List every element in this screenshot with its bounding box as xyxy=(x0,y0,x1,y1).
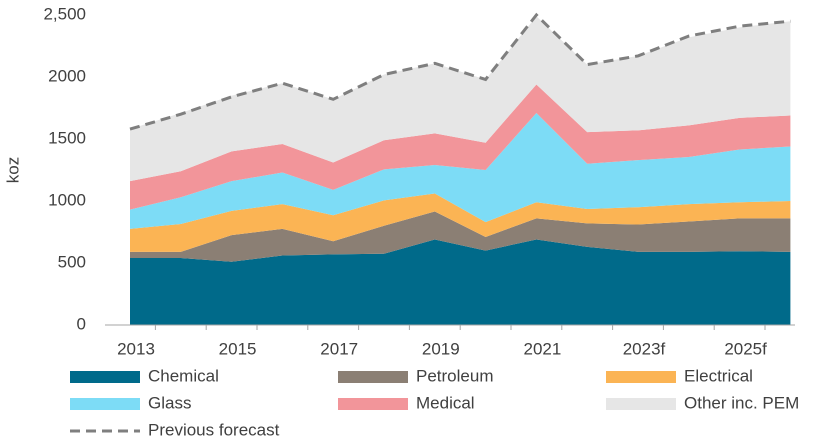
y-tick-label: 0 xyxy=(77,314,86,333)
legend-swatch xyxy=(70,398,140,410)
y-tick-label: 2000 xyxy=(48,66,86,85)
area xyxy=(130,16,791,182)
legend-swatch xyxy=(70,371,140,383)
legend-label: Chemical xyxy=(148,366,219,385)
legend-swatch xyxy=(606,398,676,410)
area xyxy=(130,112,791,229)
area xyxy=(130,84,791,210)
legend-label: Medical xyxy=(416,393,475,412)
y-tick-label: 1500 xyxy=(48,128,86,147)
x-tick-label: 2013 xyxy=(117,339,155,358)
legend-label: Electrical xyxy=(684,366,753,385)
legend-label: Other inc. PEM xyxy=(684,393,799,412)
legend-swatch xyxy=(338,398,408,410)
x-tick-label: 2019 xyxy=(422,339,460,358)
y-axis-label: koz xyxy=(3,157,22,183)
area xyxy=(130,193,791,252)
legend-label: Glass xyxy=(148,393,191,412)
x-tick-label: 2017 xyxy=(320,339,358,358)
legend-swatch xyxy=(338,371,408,383)
y-tick-label: 2,500 xyxy=(43,4,86,23)
x-tick-label: 2021 xyxy=(523,339,561,358)
legend-swatch xyxy=(606,371,676,383)
area xyxy=(130,211,791,262)
legend-label: Petroleum xyxy=(416,366,493,385)
y-tick-label: 1000 xyxy=(48,190,86,209)
area xyxy=(130,239,791,325)
legend-label: Previous forecast xyxy=(148,420,280,439)
y-tick-label: 500 xyxy=(58,252,86,271)
x-tick-label: 2023f xyxy=(623,339,666,358)
forecast-line xyxy=(129,12,791,131)
x-tick-label: 2015 xyxy=(219,339,257,358)
x-tick-label: 2025f xyxy=(724,339,767,358)
